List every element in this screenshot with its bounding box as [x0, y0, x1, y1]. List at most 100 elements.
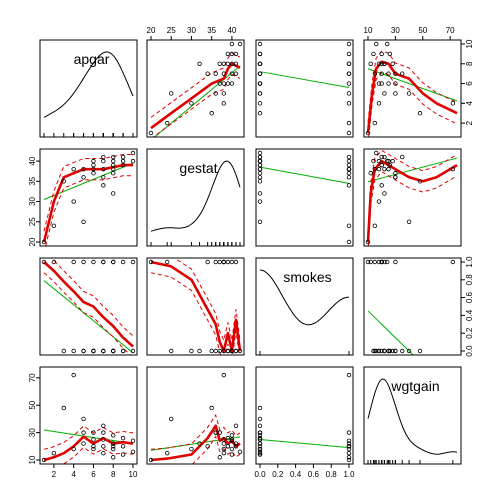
data-point — [257, 435, 263, 441]
data-point — [120, 435, 126, 441]
data-point — [91, 446, 96, 452]
tick-label-gestat: 20 — [28, 237, 37, 246]
data-point — [91, 162, 96, 168]
data-point — [197, 441, 202, 446]
panel-smokes-vs-smokes: smokes — [255, 257, 354, 356]
data-point — [346, 446, 352, 452]
tick-label-apgar: 2 — [52, 470, 57, 479]
tick-label-smokes: 0.6 — [308, 470, 320, 479]
tick-label-smokes: 0.2 — [272, 470, 284, 479]
tick-label-gestat: 20 — [147, 26, 156, 35]
panel-frame — [39, 366, 138, 465]
data-point — [376, 81, 382, 86]
data-point — [346, 175, 352, 180]
data-point — [237, 348, 243, 354]
data-point — [61, 348, 66, 354]
data-point — [51, 259, 57, 265]
data-point — [379, 81, 384, 86]
density-curve-wgtgain — [367, 378, 458, 455]
data-point — [379, 71, 384, 76]
data-point — [393, 259, 398, 265]
panel-frame — [255, 366, 354, 465]
tick-label-smokes: 0.0 — [465, 345, 474, 357]
smooth-curve — [150, 62, 241, 130]
data-point — [257, 433, 263, 438]
data-point — [387, 162, 393, 168]
data-point — [257, 111, 263, 116]
data-point — [148, 457, 154, 463]
data-point — [120, 348, 126, 354]
tick-label-apgar: 8 — [465, 61, 474, 66]
data-point — [221, 101, 227, 106]
data-point — [371, 348, 376, 354]
data-point — [257, 446, 263, 452]
data-point — [197, 348, 202, 354]
data-point — [365, 130, 371, 136]
variable-label-wgtgain: wgtgain — [390, 378, 439, 394]
data-point — [205, 71, 210, 76]
data-point — [213, 430, 218, 435]
data-point — [229, 61, 235, 66]
data-point — [376, 158, 382, 164]
panel-wgtgain-vs-wgtgain: wgtgain — [363, 366, 462, 465]
regression-line — [259, 438, 350, 449]
data-point — [130, 438, 136, 444]
panel-frame — [146, 39, 245, 138]
data-point — [71, 446, 76, 452]
panel-gestat-vs-gestat: gestat — [146, 148, 245, 247]
tick-label-gestat: 25 — [28, 217, 37, 226]
data-point — [374, 348, 379, 354]
data-point — [221, 81, 227, 86]
data-point — [233, 444, 239, 449]
density-curve-smokes — [259, 269, 350, 326]
data-point — [376, 199, 382, 204]
data-point — [120, 162, 126, 168]
data-point — [406, 91, 412, 96]
data-point — [386, 166, 391, 172]
upper-spread-line — [173, 258, 241, 342]
panel-wgtgain-vs-gestat — [146, 366, 245, 465]
data-point — [346, 223, 352, 229]
data-point — [257, 441, 263, 446]
panel-frame — [255, 39, 354, 138]
data-point — [130, 259, 136, 265]
data-point — [221, 91, 227, 96]
tick-label-smokes: 0.8 — [465, 274, 474, 286]
data-point — [101, 183, 106, 188]
data-point — [61, 179, 66, 184]
tick-label-gestat: 40 — [227, 26, 236, 35]
regression-line — [259, 166, 350, 184]
data-point — [382, 91, 387, 96]
data-point — [346, 438, 352, 444]
data-point — [382, 259, 387, 265]
data-point — [393, 91, 398, 96]
data-point — [371, 51, 376, 57]
data-point — [101, 175, 106, 180]
data-point — [346, 455, 352, 460]
data-point — [372, 259, 378, 265]
tick-label-apgar: 6 — [91, 470, 96, 479]
data-point — [390, 348, 395, 354]
data-point — [393, 81, 398, 86]
data-point — [217, 348, 222, 354]
upper-spread-line — [150, 413, 241, 450]
panel-smokes-vs-wgtgain — [363, 257, 462, 356]
data-point — [382, 348, 387, 354]
data-point — [386, 348, 391, 354]
tick-label-smokes: 1.0 — [465, 256, 474, 268]
data-point — [81, 166, 86, 172]
data-point — [111, 444, 116, 449]
data-point — [346, 41, 352, 47]
lower-spread-line — [62, 446, 134, 464]
tick-label-smokes: 1.0 — [343, 470, 355, 479]
data-point — [101, 166, 106, 172]
data-point — [372, 120, 378, 126]
data-point — [111, 348, 116, 354]
data-point — [41, 457, 47, 463]
data-point — [229, 259, 235, 265]
data-point — [111, 191, 116, 196]
panel-frame — [363, 366, 462, 465]
data-point — [101, 158, 106, 164]
data-point — [221, 446, 227, 452]
panel-frame — [255, 148, 354, 247]
